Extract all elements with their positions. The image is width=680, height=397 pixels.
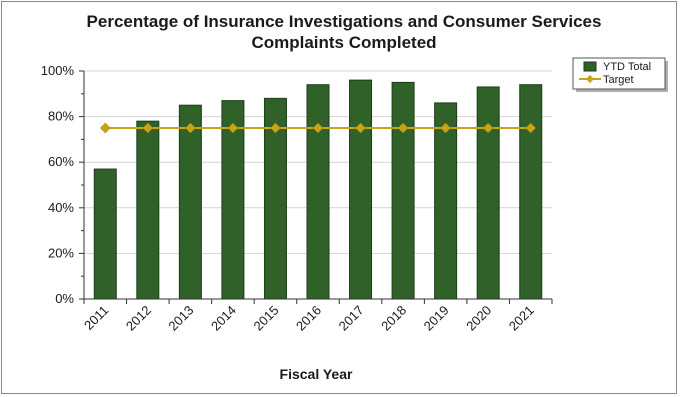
x-tick-label: 2021 — [506, 303, 537, 334]
y-tick-labels: 0% 20% 40% 60% 80% 100% — [41, 63, 75, 306]
bar-2011 — [93, 168, 117, 300]
target-marker-2014 — [227, 122, 239, 134]
legend-label-ytd-total: YTD Total — [603, 61, 651, 73]
target-marker-2018 — [397, 122, 409, 134]
y-tick-label: 60% — [48, 154, 74, 169]
x-tick-label: 2017 — [336, 303, 367, 334]
target-marker-2019 — [440, 122, 451, 134]
y-tick-label: 100% — [41, 63, 75, 78]
bar-2013 — [178, 104, 202, 300]
bar-2017 — [349, 79, 373, 300]
legend-label-target: Target — [603, 74, 634, 86]
bar-2018 — [391, 81, 415, 300]
target-marker-2017 — [355, 122, 366, 134]
target-series — [99, 122, 537, 134]
axes — [79, 70, 553, 304]
x-tick-label: 2011 — [81, 303, 111, 333]
target-marker-2020 — [482, 122, 494, 134]
legend: YTD Total Target — [572, 57, 668, 92]
legend-swatch-target-marker — [586, 75, 594, 83]
target-marker-2013 — [185, 122, 196, 134]
x-tick-label: 2015 — [251, 303, 282, 334]
y-tick-label: 0% — [55, 291, 74, 306]
bar-series — [93, 79, 543, 300]
chart-title-line-2: Complaints Completed — [251, 33, 436, 52]
target-marker-2021 — [525, 122, 537, 134]
bar-2012 — [136, 120, 160, 300]
bar-2021 — [519, 84, 543, 300]
x-tick-labels: 2011 2012 2013 2014 2015 2016 2017 2018 2019 2020… — [81, 303, 537, 334]
target-marker-2011 — [99, 122, 111, 134]
x-tick-label: 2020 — [463, 303, 494, 334]
legend-swatch-ytd-total — [583, 61, 597, 72]
x-tick-label: 2013 — [165, 303, 196, 334]
y-tick-label: 40% — [48, 200, 74, 215]
x-tick-label: 2018 — [378, 303, 409, 334]
x-tick-label: 2012 — [123, 303, 154, 334]
y-tick-label: 80% — [48, 109, 74, 124]
target-marker-2012 — [142, 122, 154, 134]
target-marker-2015 — [270, 122, 281, 134]
x-tick-label: 2019 — [421, 303, 452, 334]
target-marker-2016 — [312, 122, 324, 134]
x-axis-title: Fiscal Year — [280, 366, 353, 382]
y-tick-label: 20% — [48, 245, 74, 260]
chart-title-line-1: Percentage of Insurance Investigations a… — [87, 12, 602, 31]
bar-2020 — [476, 86, 500, 300]
bar-2016 — [306, 84, 330, 300]
x-tick-label: 2016 — [293, 303, 324, 334]
x-tick-label: 2014 — [208, 303, 239, 334]
